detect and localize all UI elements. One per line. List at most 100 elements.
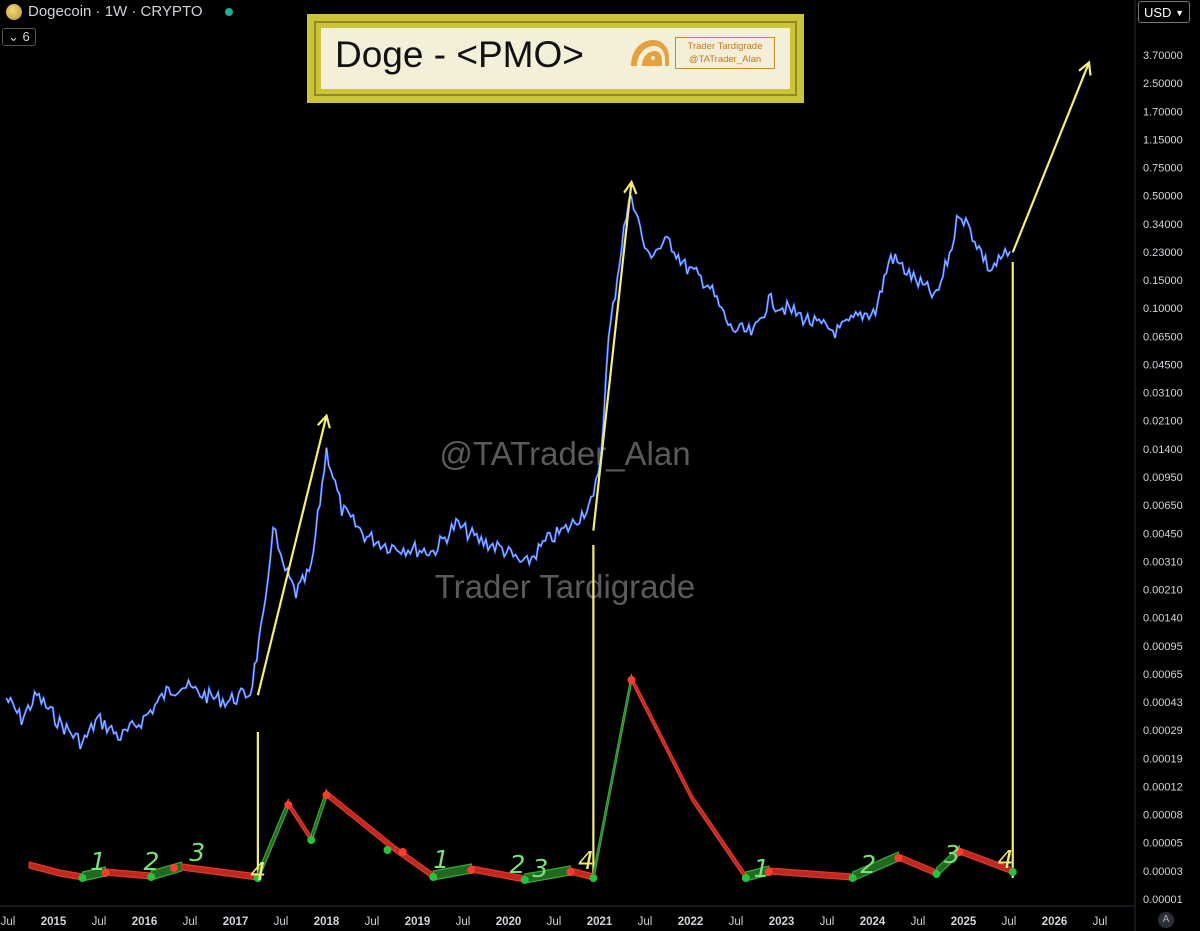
- time-tick-label: Jul: [1093, 916, 1108, 928]
- time-tick-label: Jul: [365, 916, 380, 928]
- cycle-counts: 1 2 34 1 2 3 4 1 2 3 4: [90, 838, 1013, 886]
- buy-signal-dot: [741, 874, 750, 882]
- time-tick-label: Jul: [92, 916, 107, 928]
- time-tick-label: 2015: [41, 916, 67, 928]
- dogecoin-logo-icon: [6, 3, 22, 20]
- buy-signal-dot: [589, 874, 598, 882]
- indicator-toggle[interactable]: ⌄ 6: [2, 28, 36, 46]
- price-tick-label: 0.00140: [1143, 613, 1183, 625]
- chart-title: Doge - <PMO>: [335, 34, 584, 75]
- time-axis[interactable]: Jul 2015 Jul 2016 Jul 2017 Jul 2018 Jul 2019 Jul 20…: [1, 916, 1108, 928]
- watermark-handle: @TATrader_Alan: [439, 435, 690, 472]
- brand-box: Trader Tardigrade @TATrader_Alan: [675, 37, 775, 69]
- cycle-count-label: 4: [998, 845, 1014, 874]
- price-tick-label: 0.04500: [1143, 359, 1183, 371]
- price-tick-label: 0.00043: [1143, 697, 1183, 709]
- trend-arrow-head: [316, 413, 331, 429]
- price-tick-label: 0.06500: [1143, 331, 1183, 343]
- cycle-count-label: 2: [860, 850, 876, 879]
- price-tick-label: 0.34000: [1143, 219, 1183, 231]
- buy-signal-dot: [429, 873, 438, 881]
- time-tick-label: 2021: [587, 916, 613, 928]
- auto-scale-button[interactable]: A: [1158, 912, 1174, 928]
- cycle-count-label: 3: [532, 854, 548, 883]
- watermark-brand: Trader Tardigrade: [435, 568, 695, 605]
- cycle-count-label: 1: [754, 854, 770, 883]
- sell-signal-dot: [627, 676, 636, 684]
- time-tick-label: Jul: [638, 916, 653, 928]
- watermarks: @TATrader_Alan Trader Tardigrade: [435, 435, 695, 605]
- time-tick-label: Jul: [183, 916, 198, 928]
- price-tick-label: 0.75000: [1143, 163, 1183, 175]
- price-tick-label: 0.15000: [1143, 275, 1183, 287]
- time-tick-label: 2016: [132, 916, 158, 928]
- sell-signal-dot: [101, 869, 110, 877]
- sell-signal-dot: [284, 801, 293, 809]
- brand-name: Trader Tardigrade: [687, 41, 763, 52]
- price-tick-label: 1.70000: [1143, 106, 1183, 118]
- price-tick-label: 0.50000: [1143, 191, 1183, 203]
- cycle-count-label: 1: [90, 847, 106, 876]
- sell-signal-dot: [322, 791, 331, 799]
- time-tick-label: Jul: [820, 916, 835, 928]
- sell-signal-dot: [170, 864, 178, 872]
- pmo-indicator: [28, 673, 1017, 884]
- chevron-down-icon: ⌄: [8, 29, 19, 44]
- time-tick-label: Jul: [547, 916, 562, 928]
- buy-signal-dot: [383, 846, 392, 854]
- sell-signal-dot: [566, 868, 575, 876]
- trend-arrow-shaft: [1011, 62, 1091, 253]
- symbol-label: Dogecoin · 1W · CRYPTO: [28, 3, 203, 20]
- buy-signal-dot: [848, 874, 857, 882]
- symbol-header[interactable]: Dogecoin · 1W · CRYPTO: [6, 3, 233, 20]
- price-tick-label: 0.03100: [1143, 388, 1183, 400]
- cycle-count-label: 3: [189, 838, 205, 867]
- trend-arrow-shaft: [592, 181, 633, 531]
- sell-signal-dot: [894, 854, 903, 862]
- cycle-count-label: 2: [144, 847, 160, 876]
- cycle-count-label: 2: [510, 850, 526, 879]
- vertical-markers: [256, 262, 1014, 878]
- price-tick-label: 0.10000: [1143, 303, 1183, 315]
- trend-arrow-shaft: [256, 415, 328, 696]
- time-tick-label: 2022: [678, 916, 704, 928]
- trend-arrow-head: [1078, 60, 1092, 76]
- time-tick-label: 2025: [951, 916, 977, 928]
- time-tick-label: 2024: [860, 916, 886, 928]
- sell-signal-dot: [467, 866, 476, 874]
- sell-signal-dot: [955, 848, 964, 856]
- price-tick-label: 0.00012: [1143, 781, 1183, 793]
- price-tick-label: 0.02100: [1143, 416, 1183, 428]
- sell-signal-dot: [764, 868, 773, 876]
- time-tick-label: 2019: [405, 916, 431, 928]
- brand-handle: @TATrader_Alan: [688, 54, 762, 65]
- tardigrade-logo-icon: [631, 40, 669, 66]
- price-tick-label: 0.00005: [1143, 838, 1183, 850]
- indicator-count: 6: [22, 29, 30, 44]
- time-tick-label: Jul: [1002, 916, 1017, 928]
- time-tick-label: 2020: [496, 916, 522, 928]
- price-tick-label: 0.00950: [1143, 472, 1183, 484]
- price-line-highlight: [5, 195, 1011, 750]
- price-tick-label: 0.00003: [1143, 866, 1183, 878]
- price-tick-label: 0.00310: [1143, 556, 1183, 568]
- trend-arrows: [256, 60, 1092, 696]
- price-axis[interactable]: 3.70000 2.50000 1.70000 1.15000 0.75000 0.500…: [1143, 50, 1183, 906]
- cycle-count-label: 4: [250, 857, 266, 886]
- buy-signal-dot: [253, 874, 262, 882]
- price-tick-label: 0.00450: [1143, 528, 1183, 540]
- buy-signal-dot: [520, 876, 529, 884]
- price-tick-label: 0.00065: [1143, 669, 1183, 681]
- time-tick-label: 2017: [223, 916, 249, 928]
- time-tick-label: 2018: [314, 916, 340, 928]
- buy-signal-dot: [1008, 868, 1017, 876]
- price-tick-label: 0.00001: [1143, 894, 1183, 906]
- price-tick-label: 0.00019: [1143, 753, 1183, 765]
- cycle-count-label: 1: [433, 845, 449, 874]
- currency-select[interactable]: USD ▼: [1138, 1, 1190, 23]
- price-tick-label: 1.15000: [1143, 134, 1183, 146]
- price-tick-label: 0.00008: [1143, 810, 1183, 822]
- title-card: Doge - <PMO> Trader Tardigrade @TATrader…: [307, 14, 804, 103]
- cycle-count-label: 4: [578, 846, 594, 875]
